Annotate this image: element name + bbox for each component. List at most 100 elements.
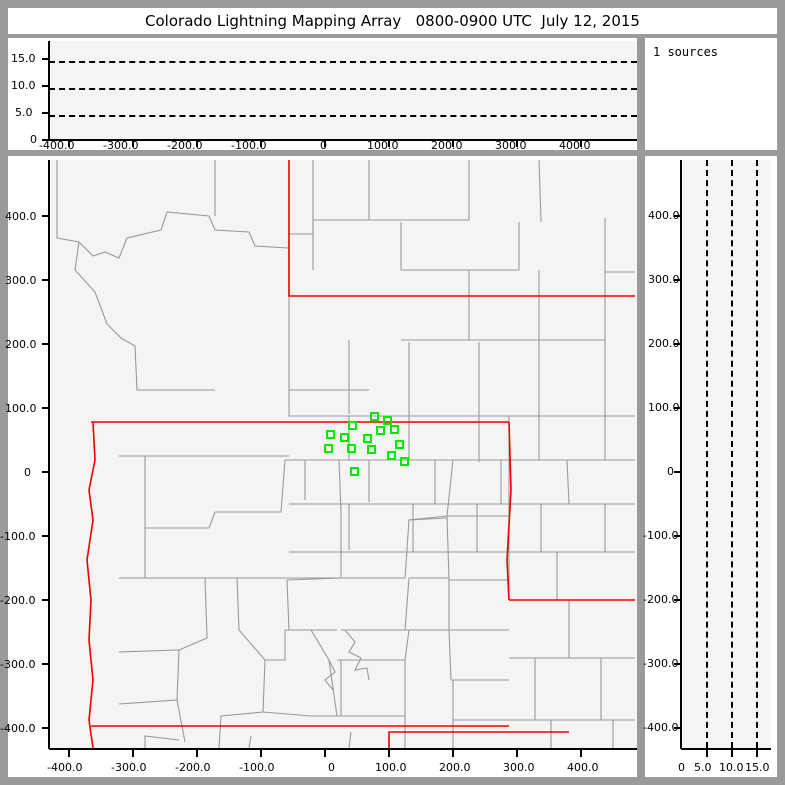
x-tick--200	[196, 141, 198, 147]
map-x-ticklabel-100: 100.0	[375, 761, 407, 774]
map-y-ticklabel--300: -300.0	[0, 658, 36, 671]
side-gridline-5	[706, 160, 708, 748]
map-y-tick-300	[42, 279, 49, 281]
county-boundaries	[56, 160, 635, 748]
side-y-tick-400	[674, 215, 681, 217]
source-marker	[350, 467, 359, 477]
map-y-tick-400	[42, 215, 49, 217]
side-y-tick--300	[674, 663, 681, 665]
x-tick--100	[260, 141, 262, 147]
side-y-ticklabel--200: -200.0	[643, 593, 679, 606]
side-y-tick--100	[674, 535, 681, 537]
map-x-ticklabel-200: 200.0	[439, 761, 471, 774]
source-marker	[400, 457, 410, 467]
map-x-tick-0	[324, 750, 326, 757]
y-ticklabel-0: 0	[30, 133, 37, 146]
source-marker	[347, 443, 357, 453]
side-y-ticklabel--300: -300.0	[643, 657, 679, 670]
map-y-ticklabel--200: -200.0	[0, 594, 36, 607]
source-marker	[366, 445, 376, 455]
x-ticklabel-200: 200.0	[431, 139, 463, 152]
y-tick-15	[42, 57, 49, 60]
map-y-tick--300	[42, 663, 49, 665]
y-ticklabel-5: 5.0	[15, 106, 33, 119]
x-ticklabel-0: 0	[320, 139, 327, 152]
side-gridline-15	[756, 160, 758, 748]
y-ticklabel-15: 15.0	[11, 52, 36, 65]
side-x-tick-10	[731, 750, 733, 757]
source-marker	[370, 412, 380, 422]
side-y-ticklabel--100: -100.0	[643, 529, 679, 542]
gridline-10	[49, 87, 637, 90]
side-y-ticklabel-0: 0	[667, 465, 674, 478]
map-y-tick-200	[42, 343, 49, 345]
map-y-tick--200	[42, 599, 49, 601]
side-y-tick-300	[674, 279, 681, 281]
side-gridline-10	[731, 160, 733, 748]
side-y-tick-100	[674, 407, 681, 409]
source-marker	[394, 439, 404, 449]
side-x-ticklabel-5: 5.0	[694, 761, 712, 774]
side-y-ticklabel-400: 400.0	[648, 209, 680, 222]
x-ticklabel-400: 400.0	[559, 139, 591, 152]
source-marker	[362, 434, 372, 444]
map-x-ticklabel-0: 0	[328, 761, 335, 774]
map-y-ticklabel-200: 200.0	[5, 338, 37, 351]
side-y-tick-200	[674, 343, 681, 345]
x-ticklabel--100: -100.0	[231, 139, 267, 152]
map-x-tick-400	[580, 750, 582, 757]
state-boundaries	[86, 160, 635, 748]
altitude-north-south-plot	[681, 160, 771, 748]
source-marker	[389, 424, 399, 434]
side-x-tick-15	[756, 750, 758, 757]
x-tick--300	[132, 141, 134, 147]
map-x-tick--400	[68, 750, 70, 757]
source-marker	[375, 426, 385, 436]
side-y-ticklabel-200: 200.0	[648, 337, 680, 350]
map-x-ticklabel--300: -300.0	[111, 761, 147, 774]
side-y-ticklabel--400: -400.0	[643, 721, 679, 734]
y-ticklabel-10: 10.0	[11, 79, 36, 92]
page-title: Colorado Lightning Mapping Array 0800-09…	[145, 12, 640, 30]
map-x-tick--300	[132, 750, 134, 757]
x-tick-400	[580, 141, 582, 147]
title-bar: Colorado Lightning Mapping Array 0800-09…	[8, 8, 777, 34]
side-y-tick--200	[674, 599, 681, 601]
x-ticklabel-100: 100.0	[367, 139, 399, 152]
map-y-tick--400	[42, 727, 49, 729]
source-count-label: 1 sources	[653, 45, 719, 59]
source-marker	[324, 444, 334, 454]
map-y-ticklabel--400: -400.0	[0, 722, 36, 735]
map-x-ticklabel-300: 300.0	[503, 761, 535, 774]
x-axis-line	[49, 139, 637, 141]
source-marker	[325, 429, 335, 439]
source-marker	[387, 451, 397, 461]
altitude-east-west-panel: 15.0 10.0 5.0 0	[8, 38, 637, 150]
source-count-panel: 1 sources	[645, 38, 777, 150]
map-y-ticklabel-0: 0	[24, 466, 31, 479]
map-x-tick-300	[516, 750, 518, 757]
map-y-ticklabel-300: 300.0	[5, 274, 37, 287]
x-tick-100	[388, 141, 390, 147]
map-x-ticklabel-400: 400.0	[567, 761, 599, 774]
plan-view-map-plot[interactable]	[49, 160, 637, 748]
side-y-ticklabel-100: 100.0	[648, 401, 680, 414]
y-tick-10	[42, 84, 49, 87]
side-y-tick--400	[674, 727, 681, 729]
source-marker	[383, 416, 393, 426]
map-y-tick-0	[42, 471, 49, 473]
x-ticklabel-300: 300.0	[495, 139, 527, 152]
x-ticklabel--300: -300.0	[103, 139, 139, 152]
side-y-axis-line	[680, 160, 682, 749]
map-x-axis-line	[49, 748, 637, 750]
x-tick-200	[452, 141, 454, 147]
x-tick-300	[516, 141, 518, 147]
x-ticklabel--200: -200.0	[167, 139, 203, 152]
side-x-tick-5	[706, 750, 708, 757]
altitude-east-west-plot	[49, 41, 637, 139]
map-x-tick--200	[196, 750, 198, 757]
map-y-ticklabel-100: 100.0	[5, 402, 37, 415]
source-marker	[339, 432, 349, 442]
map-y-ticklabel-400: 400.0	[5, 210, 37, 223]
